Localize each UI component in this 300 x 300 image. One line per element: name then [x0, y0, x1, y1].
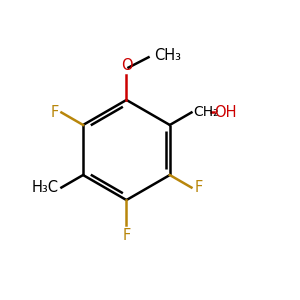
Text: F: F — [194, 180, 203, 195]
Text: OH: OH — [214, 105, 237, 120]
Text: CH₃: CH₃ — [154, 48, 182, 63]
Text: H₃C: H₃C — [32, 180, 58, 195]
Text: O: O — [121, 58, 132, 74]
Text: F: F — [50, 105, 58, 120]
Text: F: F — [122, 228, 130, 243]
Text: CH₂: CH₂ — [193, 106, 219, 119]
